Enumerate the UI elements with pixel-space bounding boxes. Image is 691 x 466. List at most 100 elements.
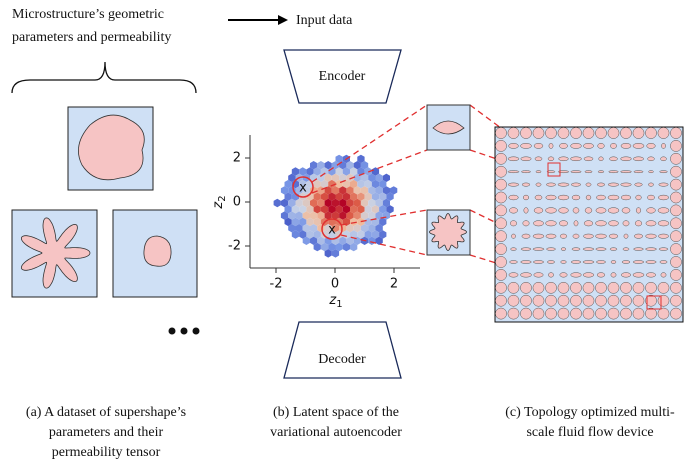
cell (495, 153, 506, 164)
decoder (284, 322, 401, 378)
cell (646, 234, 657, 238)
cell (533, 127, 544, 138)
cell (545, 295, 556, 306)
cell (570, 308, 581, 319)
cell (658, 295, 669, 306)
cell (573, 234, 579, 238)
brace (12, 62, 196, 93)
caption-line: scale fluid flow device (526, 425, 653, 440)
cell (646, 273, 655, 278)
cell (622, 208, 630, 214)
cell (596, 248, 606, 251)
cell (545, 282, 556, 293)
cell (658, 208, 669, 214)
dot (169, 328, 176, 335)
dot (193, 328, 200, 335)
cell (620, 308, 631, 319)
cell (661, 143, 665, 148)
cell (546, 195, 556, 200)
caption-line: parameters and their (49, 425, 164, 440)
cell (521, 248, 531, 251)
cell (522, 234, 530, 238)
cell (558, 195, 569, 200)
cell (636, 195, 642, 200)
cell (495, 308, 506, 319)
cell (495, 205, 506, 216)
cell (571, 143, 582, 148)
cell (559, 143, 567, 148)
cell (621, 195, 631, 200)
marker: x (299, 181, 307, 196)
cell (647, 143, 656, 148)
cell (520, 308, 531, 319)
cell (647, 208, 656, 214)
cell (611, 261, 616, 264)
cell (620, 282, 631, 293)
cell (659, 248, 668, 251)
cell (670, 192, 681, 203)
cell (596, 261, 605, 264)
cell (508, 282, 519, 293)
cell (670, 282, 681, 293)
cell (570, 282, 581, 293)
cell (620, 127, 631, 138)
cell (523, 195, 529, 200)
cell (624, 234, 628, 238)
cell (495, 127, 506, 138)
cell (536, 183, 541, 186)
cell (559, 157, 569, 161)
cell (658, 234, 668, 238)
cell (586, 183, 591, 186)
cell (599, 157, 604, 161)
cell (534, 208, 543, 214)
encoder-label: Encoder (319, 69, 366, 84)
cell (623, 221, 629, 226)
cell (508, 295, 519, 306)
cell (522, 183, 530, 186)
shape (144, 236, 171, 266)
cell (583, 295, 594, 306)
cell (659, 183, 668, 186)
cell (610, 157, 618, 161)
cell (546, 183, 555, 186)
cell (660, 261, 667, 264)
cell (583, 127, 594, 138)
cell (645, 308, 656, 319)
cell (536, 171, 541, 173)
cell (570, 295, 581, 306)
cell (571, 183, 580, 186)
cell (521, 261, 532, 264)
cell (670, 153, 681, 164)
cell (633, 261, 644, 264)
caption-line: (c) Topology optimized multi- (505, 405, 675, 420)
cell (533, 221, 543, 226)
cell (608, 295, 619, 306)
cell (646, 261, 656, 264)
cell (585, 171, 592, 173)
cell (597, 183, 604, 186)
cell (633, 143, 644, 148)
cell (670, 244, 681, 255)
cell (670, 231, 681, 242)
caption-line: permeability tensor (52, 445, 161, 460)
cell (661, 273, 666, 278)
cell (610, 248, 617, 251)
cell (535, 195, 542, 200)
cell (634, 248, 644, 251)
cell (508, 157, 519, 161)
cell (533, 282, 544, 293)
cell (545, 127, 556, 138)
cell (609, 171, 619, 173)
cell (495, 282, 506, 293)
cell (649, 171, 654, 173)
cell (511, 234, 515, 238)
cell (658, 195, 668, 200)
figure: Microstructure’s geometric parameters an… (0, 0, 691, 466)
x-label: z1 (328, 293, 342, 311)
cell (598, 171, 604, 173)
cell (561, 248, 566, 251)
cell (545, 308, 556, 319)
cell (634, 171, 643, 173)
cell (558, 282, 569, 293)
cell (633, 157, 643, 161)
